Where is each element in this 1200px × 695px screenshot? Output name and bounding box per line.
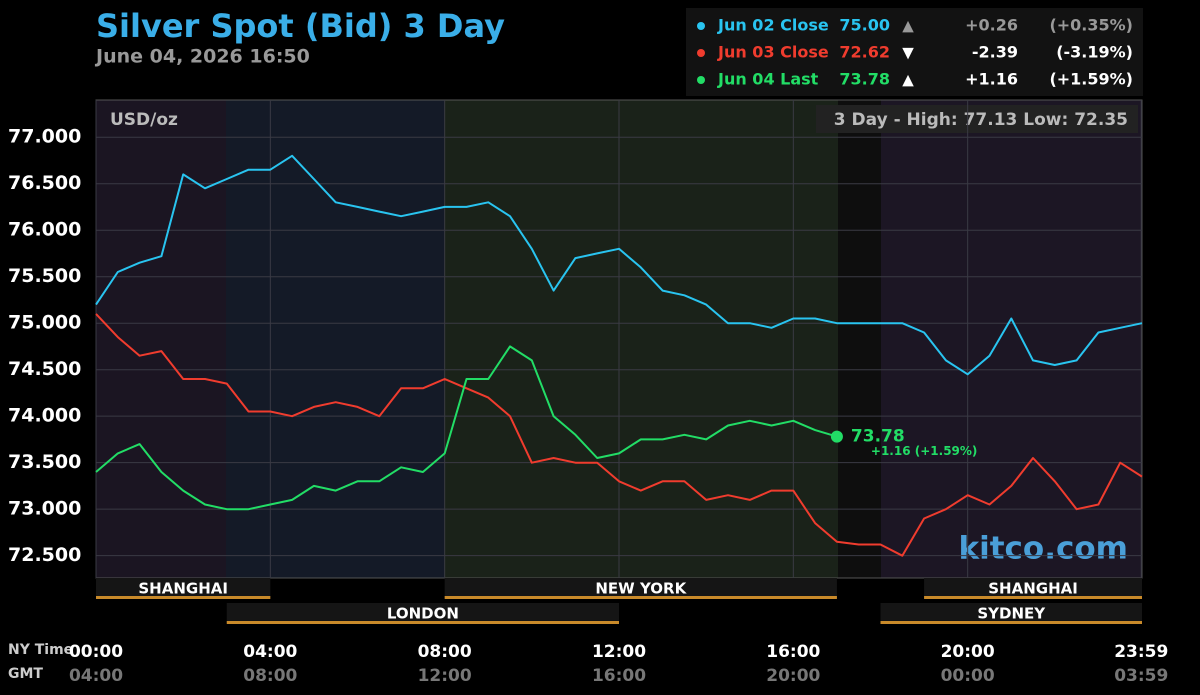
x2-row-label: GMT bbox=[8, 666, 43, 682]
x-row-label: NY Time bbox=[8, 642, 73, 658]
x-tick-label: 04:00 bbox=[243, 642, 297, 662]
zone bbox=[226, 100, 444, 578]
x-tick-label: 00:00 bbox=[69, 642, 123, 662]
x-tick-label: 20:00 bbox=[941, 642, 995, 662]
x-tick-label: 12:00 bbox=[592, 642, 646, 662]
legend-box bbox=[686, 8, 1143, 96]
legend-name: Jun 02 Close bbox=[717, 16, 829, 35]
x2-tick-label: 03:59 bbox=[1114, 666, 1168, 686]
y-tick-label: 74.500 bbox=[8, 358, 81, 380]
x-tick-label: 08:00 bbox=[418, 642, 472, 662]
last-label: 73.78 bbox=[851, 427, 905, 447]
x2-tick-label: 08:00 bbox=[243, 666, 297, 686]
session-label: SHANGHAI bbox=[988, 580, 1078, 598]
last-point bbox=[830, 430, 843, 443]
zone bbox=[838, 100, 881, 578]
session-label: SYDNEY bbox=[977, 605, 1046, 623]
y-tick-label: 75.500 bbox=[8, 265, 81, 287]
session-bar bbox=[924, 596, 1142, 599]
legend-arrow: ▲ bbox=[902, 17, 914, 35]
session-label: NEW YORK bbox=[595, 580, 687, 598]
y-tick-label: 76.500 bbox=[8, 172, 81, 194]
legend-change: -2.39 bbox=[972, 43, 1018, 62]
y-tick-label: 73.500 bbox=[8, 451, 81, 473]
session-label: SHANGHAI bbox=[138, 580, 228, 598]
session-band bbox=[444, 578, 837, 598]
y-tick-label: 75.000 bbox=[8, 312, 81, 334]
legend-dot bbox=[697, 76, 705, 84]
series-line bbox=[95, 345, 838, 511]
legend-name: Jun 03 Close bbox=[717, 43, 829, 62]
last-change: +1.16 (+1.59%) bbox=[871, 444, 978, 458]
session-bar bbox=[96, 596, 271, 599]
range-label: 3 Day - High: 77.13 Low: 72.35 bbox=[834, 110, 1128, 130]
x2-tick-label: 04:00 bbox=[69, 666, 123, 686]
watermark: kitco.com bbox=[959, 531, 1129, 567]
legend-change-pct: (+1.59%) bbox=[1049, 70, 1133, 89]
legend-change-pct: (-3.19%) bbox=[1056, 43, 1133, 62]
legend-change: +0.26 bbox=[965, 16, 1018, 35]
subtitle: June 04, 2026 16:50 bbox=[94, 46, 310, 68]
legend-value: 75.00 bbox=[839, 16, 890, 35]
legend-change-pct: (+0.35%) bbox=[1049, 16, 1133, 35]
series-line bbox=[95, 154, 1143, 376]
zone bbox=[96, 100, 226, 578]
legend-dot bbox=[697, 22, 705, 30]
y-tick-label: 77.000 bbox=[8, 126, 81, 148]
legend-arrow: ▼ bbox=[902, 44, 914, 62]
unit-label: USD/oz bbox=[110, 110, 178, 130]
y-tick-label: 74.000 bbox=[8, 405, 81, 427]
legend-arrow: ▲ bbox=[902, 71, 914, 89]
y-tick-label: 72.500 bbox=[8, 544, 81, 566]
session-bar bbox=[880, 621, 1142, 624]
chart-title: Silver Spot (Bid) 3 Day bbox=[96, 7, 505, 45]
x2-tick-label: 00:00 bbox=[941, 666, 995, 686]
x-tick-label: 16:00 bbox=[766, 642, 820, 662]
zone bbox=[444, 100, 838, 578]
legend-value: 73.78 bbox=[839, 70, 890, 89]
legend-name: Jun 04 Last bbox=[717, 70, 819, 89]
y-tick-label: 73.000 bbox=[8, 498, 81, 520]
session-bar bbox=[444, 596, 837, 599]
range-box bbox=[816, 105, 1138, 133]
series-line bbox=[95, 313, 1143, 557]
zone bbox=[881, 100, 1142, 578]
session-band bbox=[880, 603, 1142, 623]
session-label: LONDON bbox=[387, 605, 459, 623]
session-band bbox=[226, 603, 619, 623]
legend-value: 72.62 bbox=[839, 43, 890, 62]
x2-tick-label: 12:00 bbox=[418, 666, 472, 686]
session-band bbox=[924, 578, 1142, 598]
x-tick-label: 23:59 bbox=[1114, 642, 1168, 662]
y-tick-label: 76.000 bbox=[8, 219, 81, 241]
legend-change: +1.16 bbox=[965, 70, 1018, 89]
session-bar bbox=[226, 621, 619, 624]
legend-dot bbox=[697, 49, 705, 57]
x2-tick-label: 16:00 bbox=[592, 666, 646, 686]
x2-tick-label: 20:00 bbox=[766, 666, 820, 686]
session-band bbox=[96, 578, 271, 598]
